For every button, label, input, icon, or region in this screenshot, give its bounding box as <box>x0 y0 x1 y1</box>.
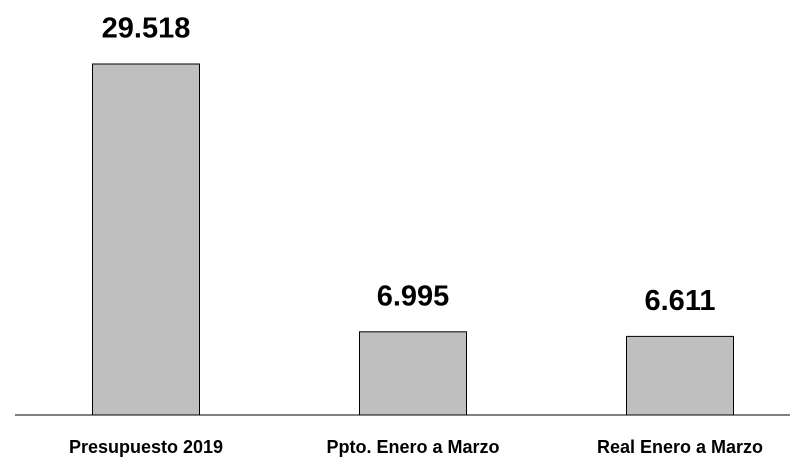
category-label: Ppto. Enero a Marzo <box>326 437 499 457</box>
bar <box>626 335 734 416</box>
category-label: Real Enero a Marzo <box>597 437 763 457</box>
value-label: 6.611 <box>645 285 716 317</box>
bar <box>92 63 200 416</box>
bar <box>359 331 467 416</box>
value-label: 29.518 <box>102 13 191 45</box>
category-label: Presupuesto 2019 <box>69 437 223 457</box>
value-label: 6.995 <box>377 280 450 312</box>
